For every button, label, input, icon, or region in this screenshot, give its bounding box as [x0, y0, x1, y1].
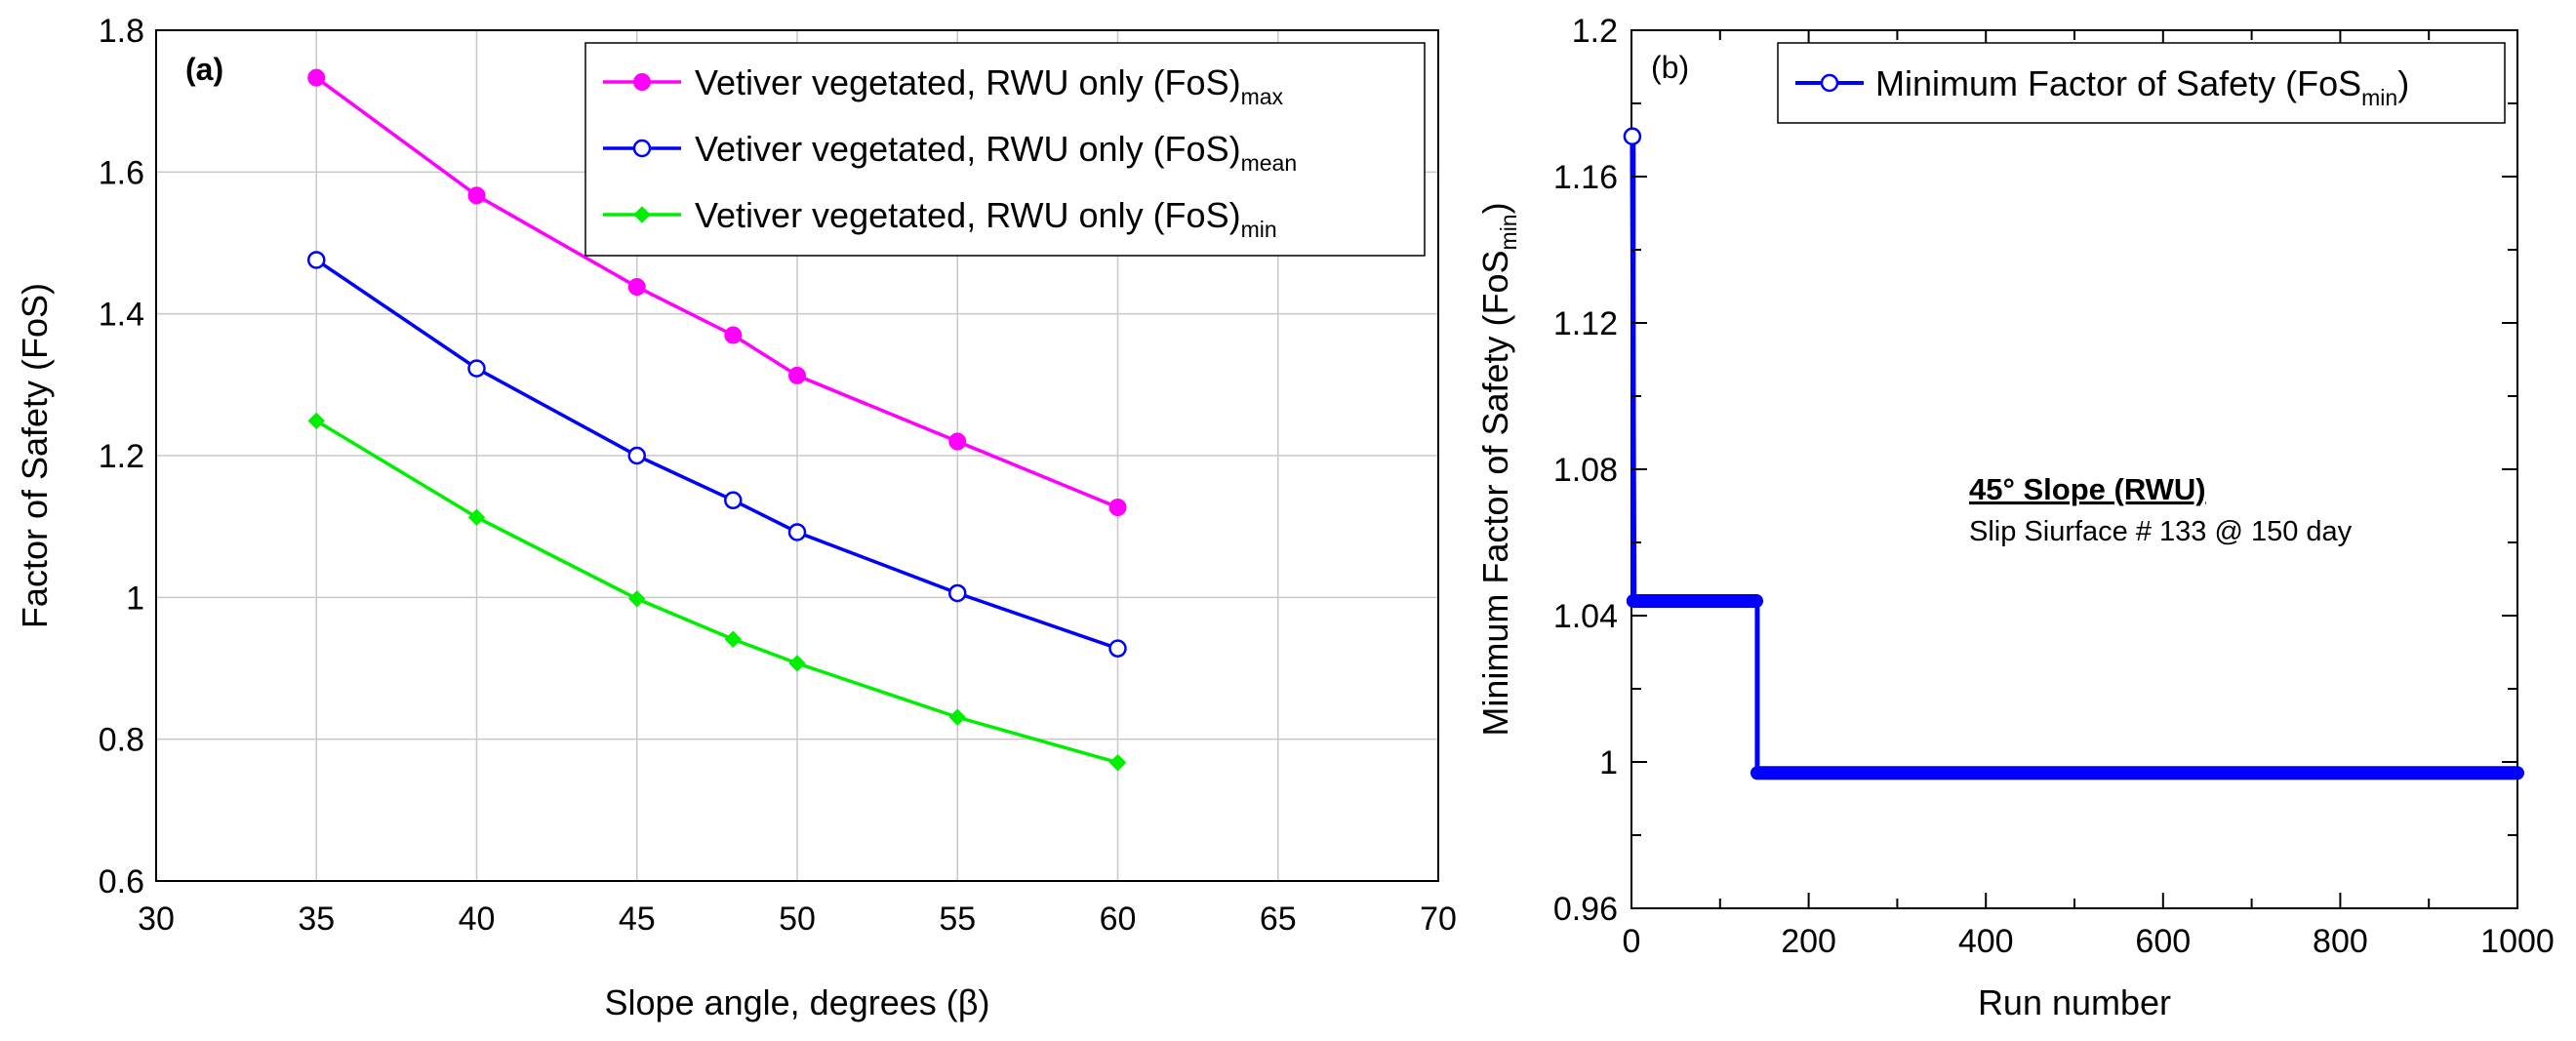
data-point-mean [1108, 639, 1127, 658]
y-tick-label-b: 1.16 [1553, 159, 1618, 196]
data-point-min [1108, 753, 1127, 772]
annotation-text: Slip Siurface # 133 @ 150 day [1969, 516, 2353, 547]
legend-label-close: ) [2397, 63, 2409, 103]
data-point-first-run [1623, 127, 1642, 145]
data-point-min [307, 412, 325, 430]
annotation-title: 45° Slope (RWU) [1969, 472, 2206, 506]
x-tick-label-a: 60 [1100, 901, 1137, 938]
series-line-fos-min [1630, 134, 2517, 776]
series-drop-initial [1630, 136, 1637, 602]
y-tick-label-b: 1.2 [1572, 13, 1618, 50]
legend-a: Vetiver vegetated, RWU only (FoS)maxVeti… [584, 42, 1426, 257]
x-ticks-b: 0 200 400 600 800 1000 [1623, 30, 2555, 960]
y-ticks-a: 0.6 0.8 1 1.2 1.4 1.6 1.8 [99, 13, 144, 901]
legend-label-sub: min [2361, 85, 2397, 110]
data-point-mean [627, 446, 646, 465]
data-point-max [627, 278, 646, 297]
legend-label-sub: mean [1241, 150, 1298, 176]
x-tick-label-a: 40 [459, 901, 496, 938]
x-tick-label-a: 65 [1260, 901, 1297, 938]
data-point-max [788, 366, 806, 384]
x-tick-label-b: 400 [1958, 923, 2014, 960]
x-tick-label-a: 70 [1420, 901, 1457, 938]
panel-label-a: (a) [185, 52, 223, 87]
y-tick-label-a: 1 [126, 580, 144, 617]
y-axis-title-b-main: Minimum Factor of Safety (FoS [1475, 250, 1515, 736]
legend-box-a [584, 42, 1426, 257]
x-axis-title-b: Run number [1978, 982, 2171, 1022]
y-tick-label-a: 1.4 [99, 297, 144, 334]
data-point-max [467, 186, 486, 205]
legend-label-mean: Vetiver vegetated, RWU only (FoS)mean [695, 129, 1297, 176]
y-tick-label-b: 1.08 [1553, 452, 1618, 489]
data-point-min [948, 708, 966, 726]
y-axis-title-a: Factor of Safety (FoS) [15, 283, 55, 628]
data-point-min [467, 508, 486, 526]
legend-label-max: Vetiver vegetated, RWU only (FoS)max [695, 62, 1284, 109]
x-tick-label-b: 800 [2313, 923, 2368, 960]
legend-label-min: Vetiver vegetated, RWU only (FoS)min [695, 195, 1277, 242]
legend-label-main: Vetiver vegetated, RWU only (FoS) [695, 129, 1241, 169]
x-tick-label-b: 0 [1623, 923, 1641, 960]
legend-label-main: Minimum Factor of Safety (FoS [1875, 63, 2361, 103]
series-group-b [1623, 127, 2524, 781]
data-point-min [788, 655, 806, 672]
legend-label-sub: min [1241, 217, 1277, 242]
y-tick-label-a: 1.2 [99, 438, 144, 475]
y-axis-title-b-close: ) [1475, 202, 1515, 214]
y-tick-label-b: 1 [1599, 744, 1618, 781]
series-line-mean [315, 258, 1119, 651]
x-ticks-a: 30 35 40 45 50 55 60 65 70 [138, 901, 1457, 938]
data-point-max [724, 326, 743, 344]
legend-label-sub: max [1241, 84, 1284, 109]
x-tick-label-b: 1000 [2480, 923, 2555, 960]
legend-b: Minimum Factor of Safety (FoSmin) [1777, 42, 2506, 124]
legend-label-main: Vetiver vegetated, RWU only (FoS) [695, 62, 1241, 102]
legend-marker-fos-min [1820, 73, 1839, 93]
data-point-max [1108, 499, 1127, 517]
x-tick-label-a: 45 [619, 901, 656, 938]
y-tick-label-a: 1.8 [99, 13, 144, 50]
series-group-a [307, 68, 1127, 772]
data-point-mean [307, 251, 326, 269]
data-point-min [724, 630, 743, 648]
legend-marker-min [633, 206, 651, 223]
data-point-max [307, 68, 326, 87]
x-tick-label-a: 55 [939, 901, 976, 938]
legend-marker-mean [632, 139, 652, 158]
legend-box-b [1777, 42, 2506, 124]
x-tick-label-a: 35 [298, 901, 335, 938]
chart-panel-a: 30 35 40 45 50 55 60 65 70 0.6 0.8 1 1.2 1.4 1.6 1.8 S… [15, 13, 1457, 1022]
data-point-mean [467, 359, 486, 378]
y-tick-label-a: 0.6 [99, 863, 144, 901]
y-tick-label-a: 0.8 [99, 722, 144, 759]
y-axis-title-b: Minimum Factor of Safety (FoSmin) [1475, 202, 1521, 736]
chart-panel-b: 0 200 400 600 800 1000 0.96 1 1.04 1.08 1.12 1.16 1… [1475, 13, 2555, 1022]
legend-label-fos-min: Minimum Factor of Safety (FoSmin) [1875, 63, 2409, 110]
x-tick-label-b: 600 [2135, 923, 2191, 960]
data-point-mean [787, 523, 807, 541]
y-tick-label-b: 0.96 [1553, 891, 1618, 928]
series-line-min [315, 419, 1118, 765]
y-axis-title-b-sub: min [1496, 214, 1521, 250]
y-ticks-b: 0.96 1 1.04 1.08 1.12 1.16 1.2 [1553, 13, 2517, 928]
y-tick-label-b: 1.12 [1553, 305, 1618, 342]
x-tick-label-a: 30 [138, 901, 175, 938]
data-point-max [948, 432, 967, 451]
data-point-min [628, 590, 646, 608]
legend-label-main: Vetiver vegetated, RWU only (FoS) [695, 195, 1241, 235]
x-tick-label-b: 200 [1781, 923, 1836, 960]
y-tick-label-a: 1.6 [99, 154, 144, 191]
data-point-mean [724, 491, 743, 510]
plot-frame-a [155, 29, 1439, 882]
panel-label-b: (b) [1651, 50, 1689, 85]
data-point-mean [948, 583, 967, 603]
x-tick-label-a: 50 [779, 901, 816, 938]
x-axis-title-a: Slope angle, degrees (β) [605, 982, 990, 1022]
y-tick-label-b: 1.04 [1553, 598, 1618, 635]
legend-marker-max [633, 73, 651, 91]
